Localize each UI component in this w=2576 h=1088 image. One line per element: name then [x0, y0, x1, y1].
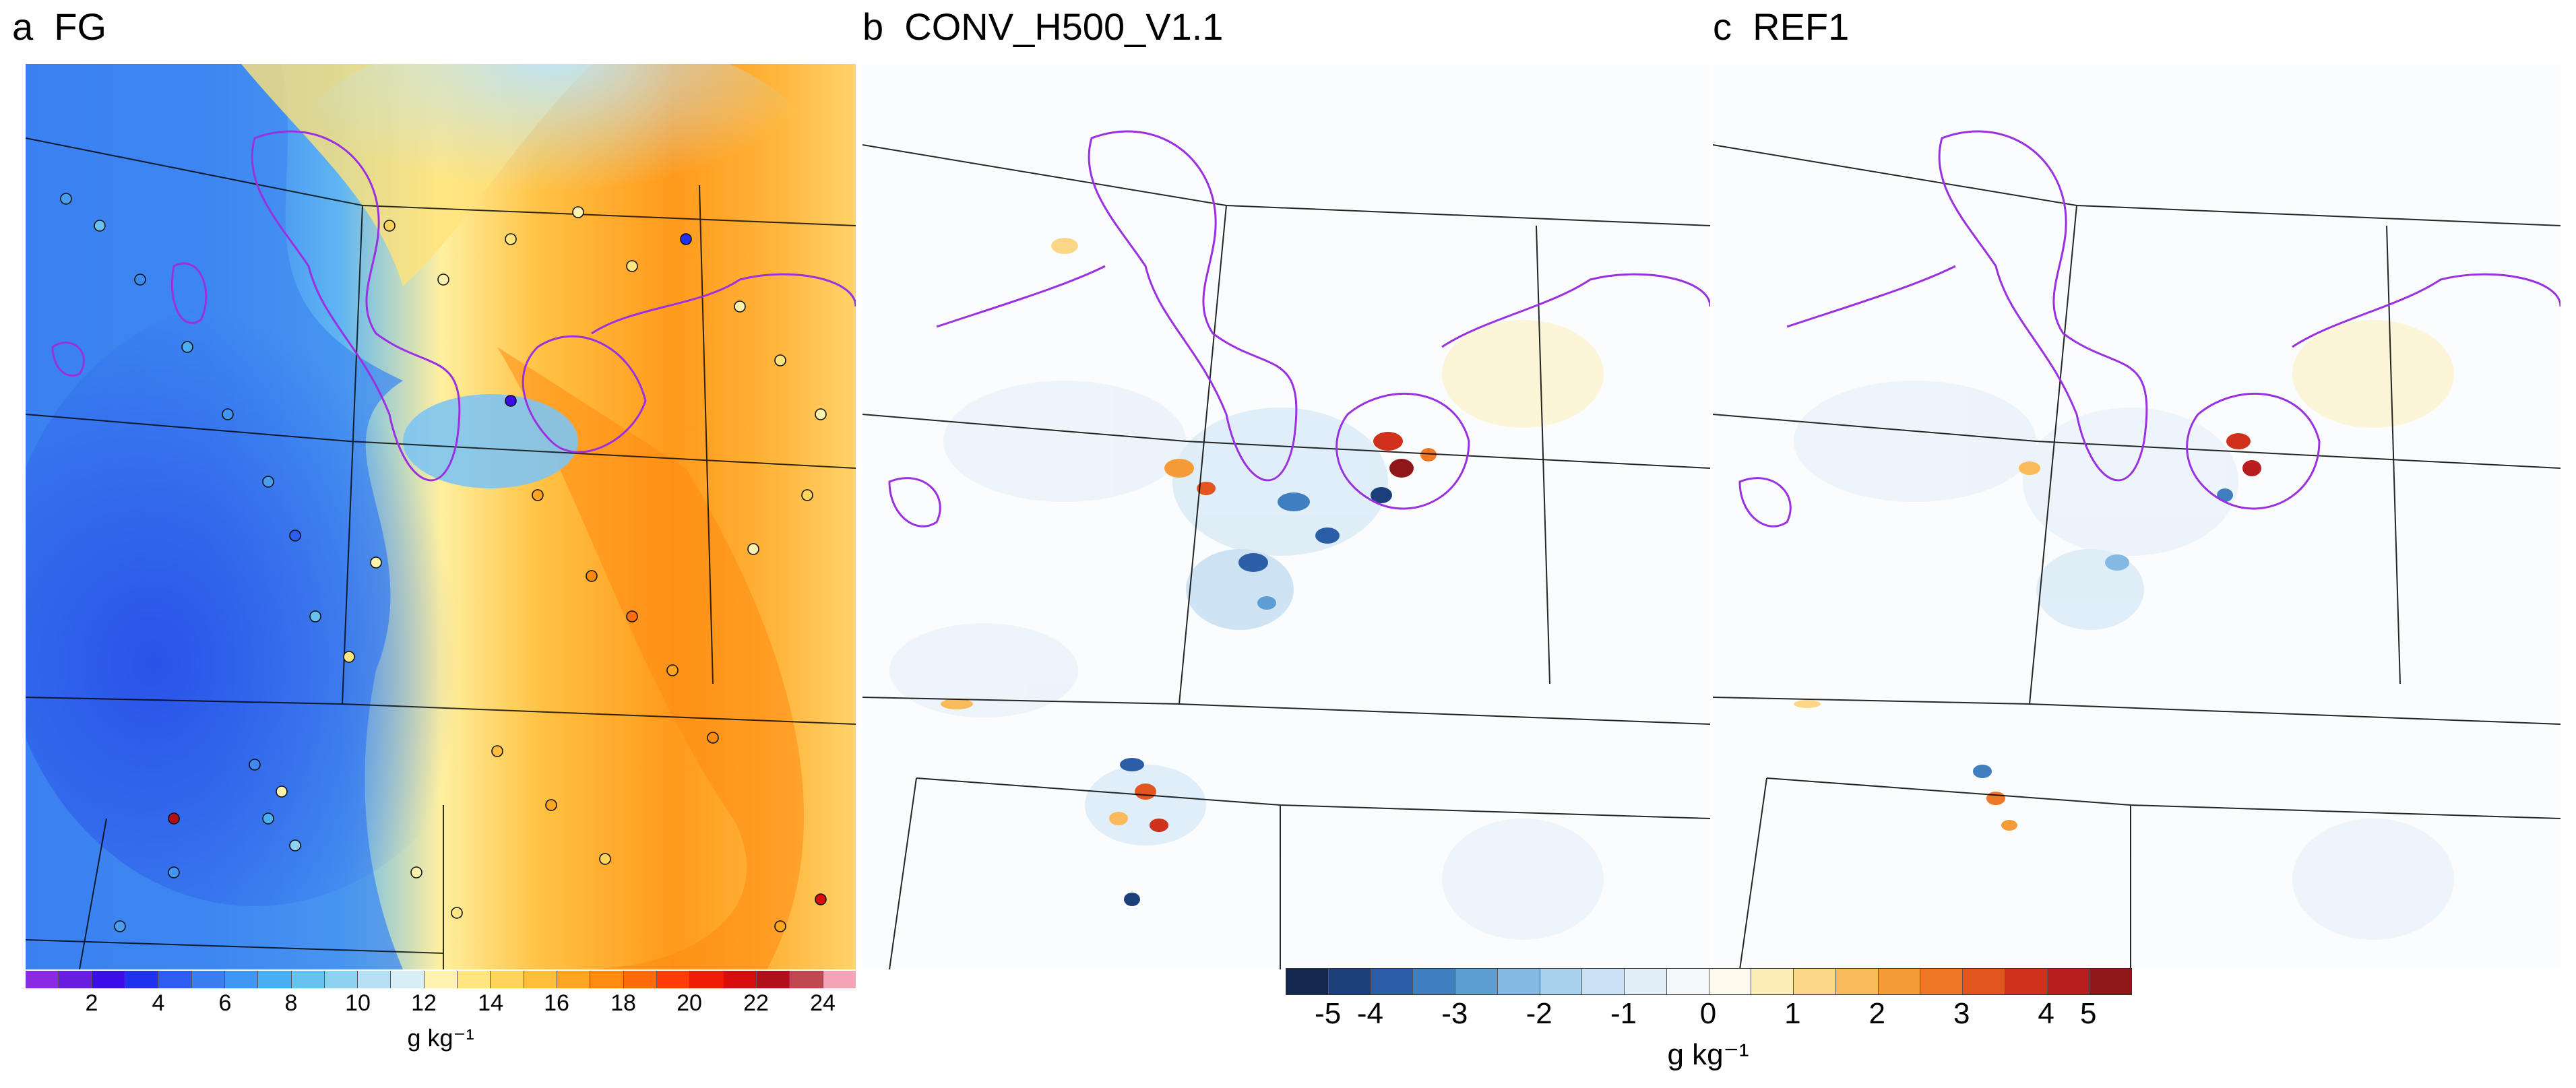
fg-colorbar-swatch [623, 971, 657, 988]
fg-colorbar-swatch [324, 971, 358, 988]
fg-colorbar-swatch [491, 971, 524, 988]
diff-colorbar-swatch [2090, 969, 2131, 994]
ref1-increment-field [1713, 64, 2561, 969]
fg-tick-label: 2 [85, 990, 98, 1016]
diff-tick-label: 4 [2038, 997, 2054, 1030]
fg-colorbar-swatch [125, 971, 159, 988]
fg-colorbar-swatch [158, 971, 192, 988]
diff-colorbar-swatch [1920, 969, 1963, 994]
diff-colorbar-swatch [1328, 969, 1371, 994]
panel-name: CONV_H500_V1.1 [904, 5, 1224, 48]
diff-colorbar-swatch [1413, 969, 1455, 994]
diff-colorbar-swatch [1371, 969, 1414, 994]
diff-colorbar [1286, 968, 2132, 995]
fg-colorbar-swatch [557, 971, 591, 988]
fg-colorbar-swatch [391, 971, 425, 988]
fg-colorbar-swatch [92, 971, 125, 988]
diff-colorbar-swatch [1625, 969, 1667, 994]
diff-tick-label: -2 [1526, 997, 1552, 1030]
fg-tick-label: 18 [610, 990, 636, 1016]
diff-colorbar-swatch [1878, 969, 1921, 994]
diff-colorbar-tick-labels: -5 -4 -3 -2 -1 0 0 1 2 3 4 5 [1286, 997, 2131, 1033]
fg-colorbar-swatch [358, 971, 391, 988]
diff-colorbar-swatch [1540, 969, 1583, 994]
fg-colorbar-swatch [26, 971, 59, 988]
conv-increment-field [862, 64, 1710, 969]
fg-colorbar-swatch [59, 971, 92, 988]
panel-name: FG [54, 5, 107, 48]
fg-colorbar-swatch [458, 971, 491, 988]
fg-colorbar-swatch [690, 971, 724, 988]
diff-colorbar-swatch [1709, 969, 1752, 994]
diff-tick-label: 1 [1784, 997, 1801, 1030]
diff-colorbar-swatch [1286, 969, 1329, 994]
fg-tick-label: 22 [743, 990, 769, 1016]
fg-colorbar-swatch [191, 971, 225, 988]
panel-name: REF1 [1753, 5, 1850, 48]
fg-colorbar-swatch [291, 971, 325, 988]
fg-colorbar [26, 971, 856, 988]
fg-field [26, 64, 856, 969]
diff-colorbar-swatch [1582, 969, 1625, 994]
panel-letter: a [12, 5, 34, 48]
diff-colorbar-swatch [1794, 969, 1836, 994]
panel-c-title: c REF1 [1713, 7, 1849, 47]
diff-colorbar-swatch [1497, 969, 1540, 994]
fg-tick-label: 20 [677, 990, 702, 1016]
diff-colorbar-swatch [1666, 969, 1709, 994]
fg-tick-label: 10 [345, 990, 371, 1016]
panel-b-title: b CONV_H500_V1.1 [862, 7, 1223, 47]
diff-colorbar-swatch [2047, 969, 2090, 994]
fg-tick-label: 14 [478, 990, 503, 1016]
fg-colorbar-swatch [590, 971, 624, 988]
diff-colorbar-swatch [1455, 969, 1498, 994]
fg-colorbar-units: g kg⁻¹ [407, 1024, 474, 1052]
fg-tick-label: 24 [810, 990, 836, 1016]
diff-tick-label: 3 [1953, 997, 1970, 1030]
fg-tick-label: 4 [152, 990, 165, 1016]
fg-colorbar-swatch [424, 971, 458, 988]
fg-colorbar-swatch [656, 971, 691, 988]
fg-colorbar-swatch [258, 971, 292, 988]
diff-tick-label: 2 [1868, 997, 1886, 1030]
fg-colorbar-swatch [756, 971, 790, 988]
map-panel-ref1 [1713, 64, 2561, 969]
fg-tick-label: 16 [544, 990, 569, 1016]
diff-tick-label: -5 [1315, 997, 1342, 1030]
panel-letter: c [1713, 5, 1732, 48]
diff-tick-label: -1 [1610, 997, 1637, 1030]
diff-colorbar-swatch [1835, 969, 1879, 994]
fg-colorbar-tick-labels: 2 4 6 8 10 12 14 16 18 20 22 24 [26, 990, 856, 1024]
panel-letter: b [862, 5, 884, 48]
fg-colorbar-swatch [524, 971, 557, 988]
diff-tick-label: -4 [1356, 997, 1383, 1030]
diff-tick-label: -3 [1441, 997, 1468, 1030]
map-panel-fg [26, 64, 856, 969]
diff-colorbar-units: g kg⁻¹ [1667, 1038, 1749, 1071]
fg-tick-label: 6 [218, 990, 232, 1016]
diff-colorbar-swatch [1751, 969, 1794, 994]
map-panel-conv [862, 64, 1710, 969]
fg-colorbar-swatch [723, 971, 757, 988]
fg-colorbar-swatch [823, 971, 856, 988]
fg-colorbar-swatch [790, 971, 823, 988]
panel-a-title: a FG [12, 7, 106, 47]
fg-tick-label: 8 [284, 990, 298, 1016]
fg-colorbar-swatch [224, 971, 259, 988]
diff-colorbar-swatch [1963, 969, 2005, 994]
diff-tick-label: 0 [1699, 997, 1717, 1030]
fg-tick-label: 12 [411, 990, 437, 1016]
diff-tick-label: 5 [2080, 997, 2097, 1030]
diff-colorbar-swatch [2005, 969, 2048, 994]
